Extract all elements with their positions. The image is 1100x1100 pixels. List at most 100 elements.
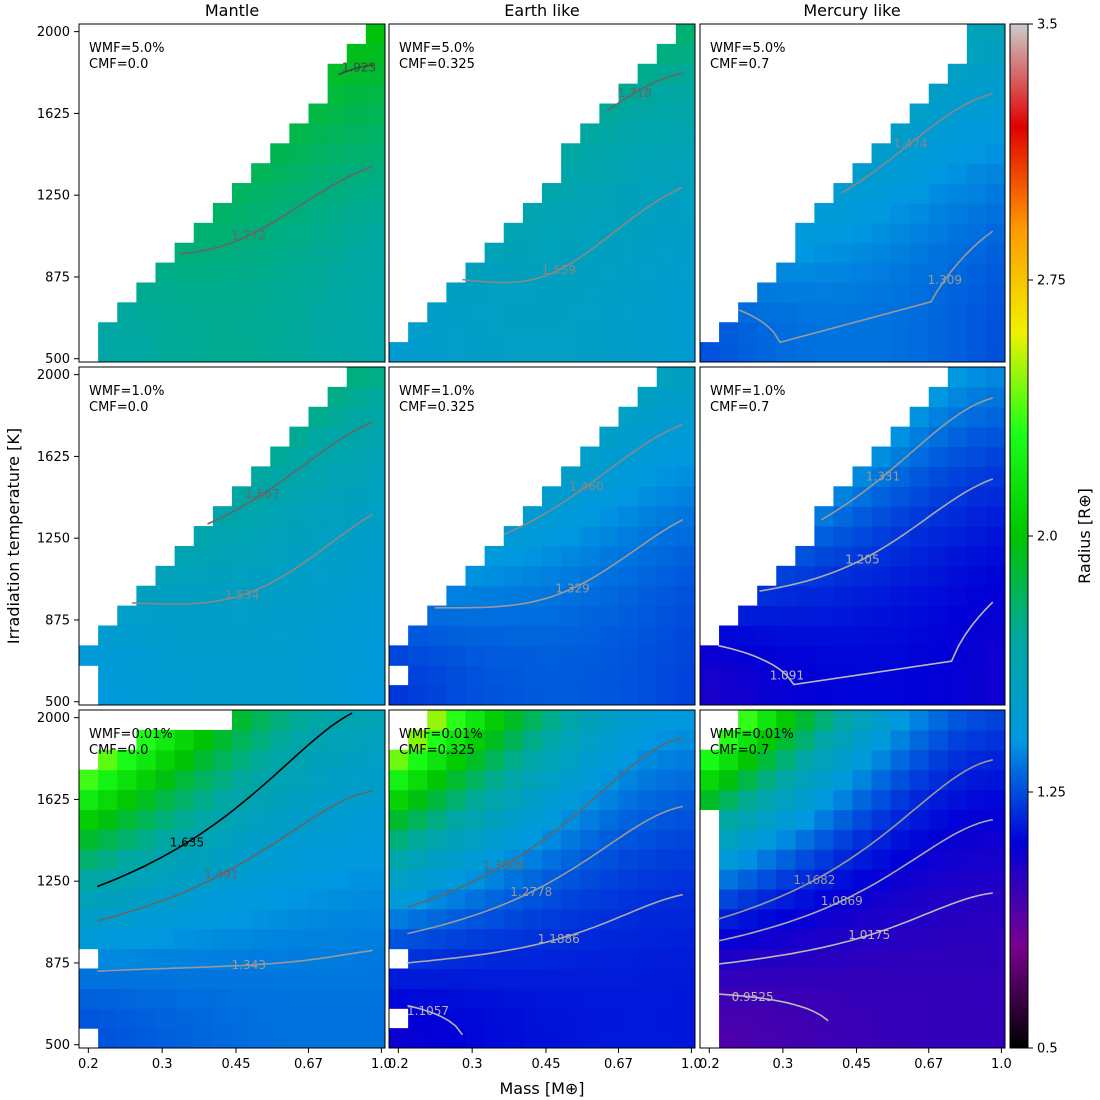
heatmap-cell: [79, 829, 99, 850]
heatmap-cell: [308, 888, 329, 910]
heatmap-cell: [814, 908, 835, 930]
heatmap-cell: [738, 710, 758, 731]
heatmap-cell: [427, 685, 447, 705]
heatmap-cell: [580, 545, 600, 567]
heatmap-cell: [814, 710, 835, 731]
heatmap-cell: [365, 103, 385, 125]
heatmap-cell: [637, 222, 658, 244]
heatmap-cell: [909, 446, 930, 468]
heatmap-cell: [327, 829, 348, 850]
heatmap-cell: [852, 685, 873, 705]
heatmap-cell: [212, 908, 233, 930]
heatmap-cell: [947, 968, 968, 989]
heatmap-cell: [599, 302, 620, 323]
heatmap-cell: [599, 103, 620, 125]
heatmap-cell: [928, 386, 949, 408]
heatmap-cell: [465, 625, 486, 646]
heatmap-cell: [408, 908, 428, 930]
contour-label: 1.329: [555, 581, 589, 595]
heatmap-cell: [814, 888, 835, 910]
heatmap-cell: [618, 948, 639, 970]
heatmap-cell: [852, 869, 873, 890]
heatmap-cell: [985, 908, 1005, 930]
contour-line: [97, 712, 353, 888]
heatmap-cell: [637, 948, 658, 970]
heatmap-cell: [700, 645, 720, 666]
heatmap-cell: [966, 466, 987, 487]
heatmap-cell: [656, 1028, 677, 1048]
heatmap-cell: [212, 605, 233, 627]
heatmap-cell: [465, 1028, 486, 1048]
heatmap-cell: [232, 342, 252, 362]
heatmap-cell: [484, 869, 505, 890]
heatmap-cell: [833, 1028, 854, 1048]
heatmap-cell: [890, 163, 911, 184]
heatmap-cell: [909, 565, 930, 587]
heatmap-cell: [365, 242, 385, 264]
heatmap-cell: [542, 685, 562, 705]
heatmap-cell: [637, 928, 658, 950]
heatmap-cell: [675, 928, 695, 950]
heatmap-cell: [212, 749, 233, 771]
heatmap-cell: [193, 928, 214, 950]
heatmap-cell: [484, 545, 505, 567]
heatmap-cell: [327, 645, 348, 666]
heatmap-cell: [599, 262, 620, 284]
colorbar-label: Radius [R⊕]: [1075, 488, 1094, 584]
heatmap-cell: [985, 302, 1005, 323]
heatmap-cell: [270, 685, 290, 705]
heatmap-cell: [232, 769, 252, 791]
heatmap-cell: [966, 103, 987, 125]
heatmap-cell: [136, 1028, 157, 1048]
heatmap-cell: [542, 486, 562, 507]
heatmap-cell: [852, 789, 873, 811]
heatmap-cell: [795, 1028, 815, 1048]
heatmap-cell: [232, 1028, 252, 1048]
heatmap-cell: [966, 605, 987, 627]
heatmap-cell: [966, 1028, 987, 1048]
heatmap-cell: [327, 282, 348, 303]
heatmap-cell: [985, 83, 1005, 105]
heatmap-cell: [947, 63, 968, 85]
heatmap-cell: [98, 928, 118, 950]
heatmap-cell: [599, 1008, 620, 1029]
heatmap-cell: [308, 928, 329, 950]
heatmap-cell: [890, 242, 911, 264]
heatmap-cell: [656, 809, 677, 830]
heatmap-cell: [719, 645, 739, 666]
heatmap-cell: [757, 809, 777, 830]
heatmap-cell: [985, 869, 1005, 890]
heatmap-cell: [656, 685, 677, 705]
heatmap-cell: [909, 988, 930, 1009]
heatmap-cell: [833, 506, 854, 527]
heatmap-cell: [270, 710, 290, 731]
heatmap-cell: [408, 645, 428, 666]
heatmap-cell: [675, 988, 695, 1009]
heatmap-cell: [833, 605, 854, 627]
heatmap-cell: [327, 222, 348, 244]
heatmap-cell: [117, 869, 137, 890]
heatmap-cell: [289, 143, 310, 164]
heatmap-cell: [757, 605, 777, 627]
heatmap-cell: [327, 322, 348, 343]
panel-frame: [78, 23, 386, 363]
heatmap-cell: [522, 968, 543, 989]
heatmap-cell: [757, 685, 777, 705]
heatmap-cell: [503, 585, 524, 607]
heatmap-cell: [389, 1028, 409, 1048]
heatmap-cell: [289, 282, 310, 303]
heatmap-cell: [776, 809, 796, 830]
heatmap-cell: [814, 749, 835, 771]
heatmap-cell: [270, 486, 290, 507]
heatmap-cell: [542, 282, 562, 303]
x-tick-label: 1.0: [681, 1057, 702, 1072]
heatmap-cell: [484, 769, 505, 791]
heatmap-cell: [155, 769, 176, 791]
heatmap-cell: [308, 645, 329, 666]
heatmap-cell: [408, 968, 428, 989]
heatmap-cell: [270, 888, 290, 910]
heatmap-cell: [928, 83, 949, 105]
heatmap-cell: [561, 849, 581, 870]
heatmap-cell: [79, 769, 99, 791]
heatmap-cell: [446, 665, 467, 686]
